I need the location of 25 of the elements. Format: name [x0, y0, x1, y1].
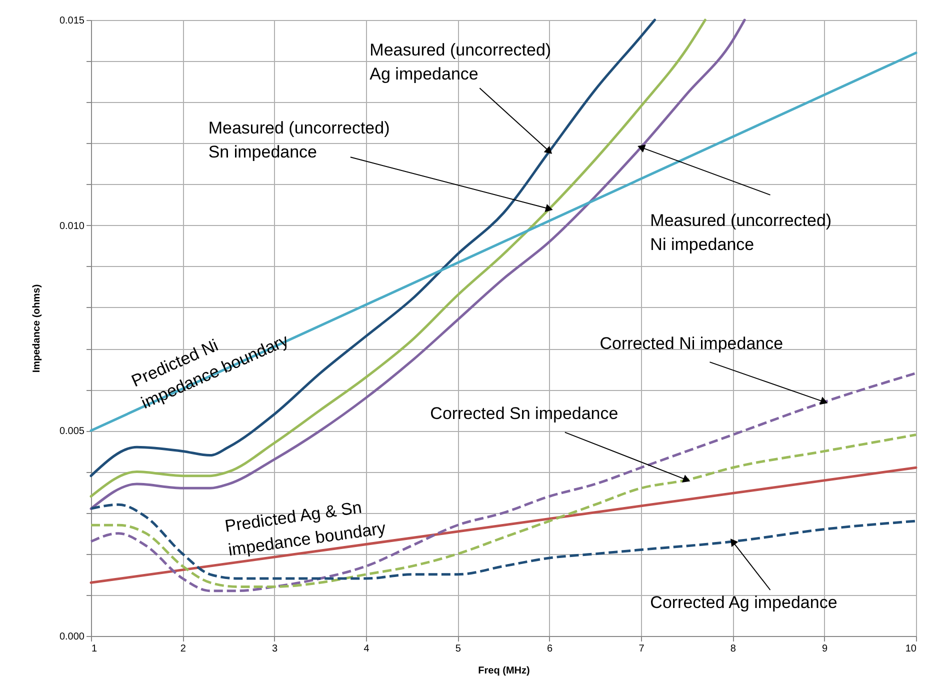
line-series: [90, 503, 918, 580]
x-tick-label: 6: [547, 644, 554, 654]
text: Corrected Sn impedance: [430, 404, 618, 424]
y-axis-title: Impedance (ohms): [31, 284, 42, 373]
x-tick-label: 7: [638, 644, 645, 654]
text: Predicted Ag & Sn impedance boundary: [224, 498, 388, 560]
x-axis-title: Freq (MHz): [478, 666, 530, 676]
y-tick-label: 0.015: [59, 16, 85, 26]
y-tick-label: 0.010: [59, 220, 85, 232]
x-tick-label: 1: [92, 644, 98, 654]
x-tick-label: 2: [180, 644, 186, 654]
text: Measured (uncorrected) Ni impedance: [650, 211, 832, 254]
x-tick-label: 3: [272, 644, 278, 654]
text: Measured (uncorrected) Ag impedance: [370, 40, 552, 84]
x-tick-label: 10: [905, 644, 917, 654]
text: Measured (uncorrected) Sn impedance: [208, 118, 390, 162]
text: Corrected Ag impedance: [650, 592, 838, 612]
x-tick-label: 5: [455, 644, 462, 654]
x-tick-label: 8: [730, 644, 736, 654]
text: Corrected Ni impedance: [600, 334, 784, 354]
line-series: [90, 434, 918, 588]
y-tick-label: 0.005: [59, 426, 85, 438]
x-tick-label: 4: [364, 644, 370, 654]
y-tick-label: 0.000: [59, 632, 85, 642]
x-tick-label: 9: [822, 644, 828, 654]
